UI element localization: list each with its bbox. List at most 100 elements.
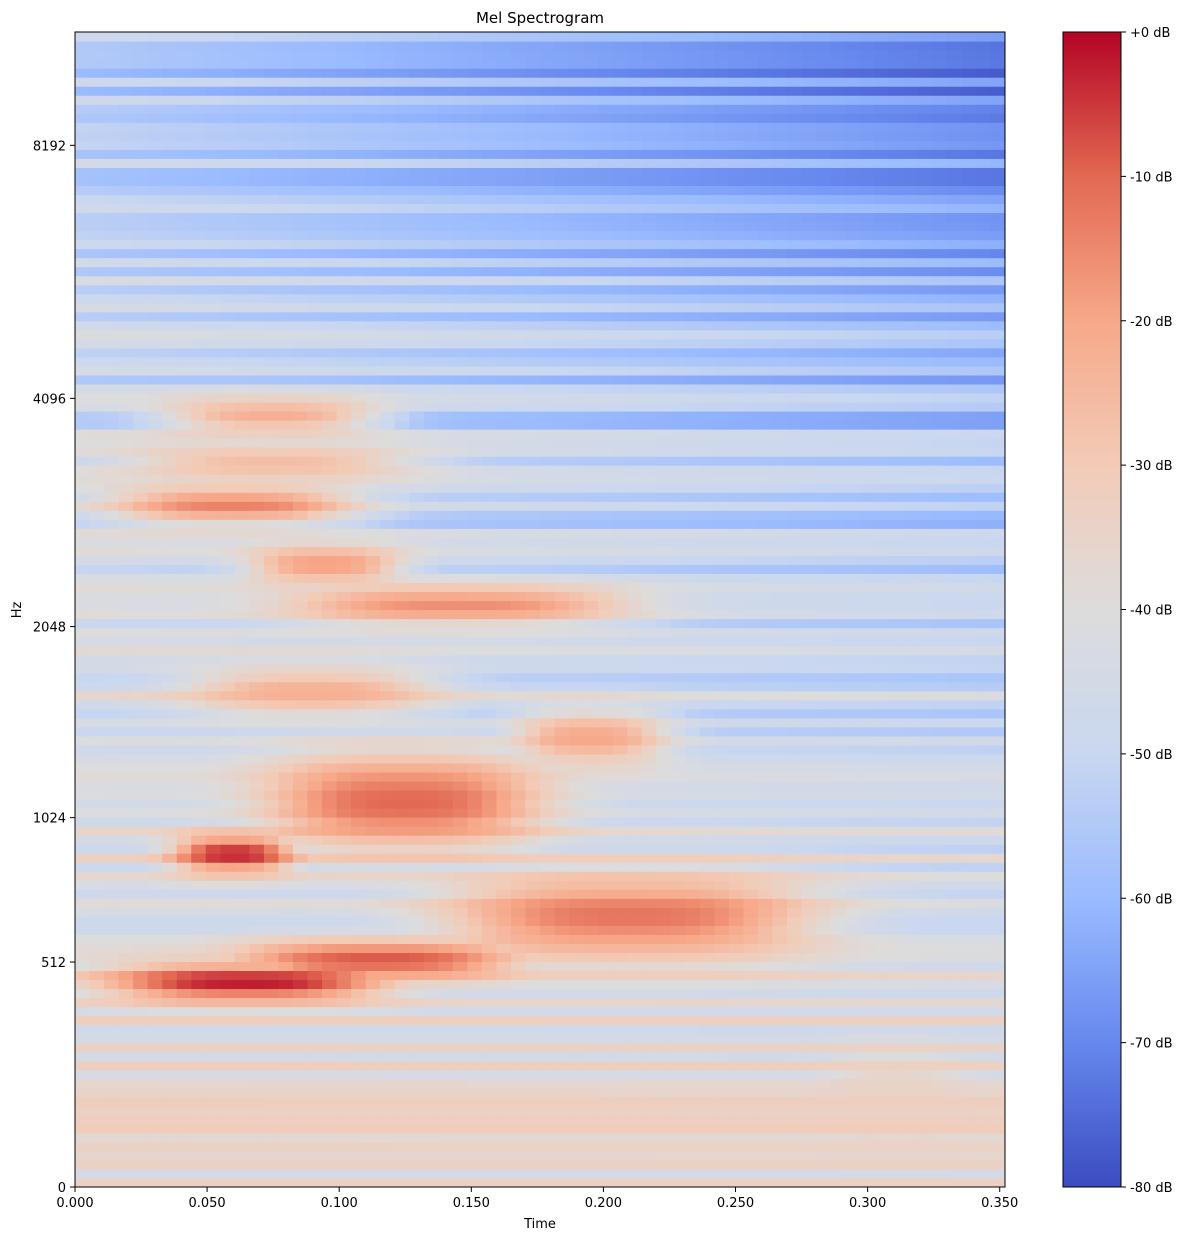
- heatmap-cell: [714, 835, 730, 845]
- heatmap-cell: [583, 1051, 599, 1062]
- heatmap-cell: [133, 871, 149, 881]
- heatmap-cell: [438, 826, 454, 836]
- heatmap-cell: [220, 997, 236, 1008]
- heatmap-cell: [598, 726, 614, 737]
- heatmap-cell: [118, 654, 134, 665]
- heatmap-cell: [728, 1105, 745, 1116]
- heatmap-cell: [627, 862, 643, 872]
- heatmap-cell: [728, 1087, 745, 1098]
- heatmap-cell: [540, 925, 556, 935]
- heatmap-cell: [481, 519, 498, 529]
- heatmap-cell: [714, 1069, 730, 1080]
- heatmap-cell: [423, 1069, 439, 1080]
- heatmap-cell: [627, 645, 643, 656]
- heatmap-cell: [481, 961, 498, 972]
- heatmap-cell: [423, 492, 439, 502]
- heatmap-cell: [830, 483, 846, 493]
- heatmap-cell: [307, 952, 323, 963]
- heatmap-cell: [801, 717, 817, 728]
- heatmap-cell: [147, 1060, 163, 1071]
- heatmap-cell: [743, 1042, 759, 1053]
- heatmap-cell: [307, 1105, 323, 1116]
- heatmap-cell: [627, 952, 643, 963]
- heatmap-cell: [612, 1150, 628, 1161]
- heatmap-cell: [946, 1042, 963, 1053]
- heatmap-cell: [874, 1114, 890, 1125]
- heatmap-cell: [249, 618, 265, 629]
- heatmap-cell: [932, 844, 948, 854]
- heatmap-cell: [162, 1150, 178, 1161]
- heatmap-cell: [932, 546, 948, 556]
- heatmap-cell: [525, 681, 541, 692]
- heatmap-cell: [554, 835, 570, 845]
- heatmap-cell: [569, 853, 585, 863]
- heatmap-cell: [510, 1159, 527, 1170]
- heatmap-cell: [75, 817, 91, 827]
- heatmap-cell: [118, 483, 134, 493]
- heatmap-cell: [554, 636, 570, 647]
- heatmap-cell: [888, 844, 904, 854]
- heatmap-cell: [249, 762, 265, 773]
- heatmap-cell: [525, 690, 541, 701]
- heatmap-cell: [351, 997, 367, 1008]
- heatmap-cell: [859, 952, 875, 963]
- heatmap-cell: [292, 844, 309, 854]
- heatmap-cell: [816, 1159, 832, 1170]
- heatmap-cell: [757, 1051, 774, 1062]
- heatmap-cell: [990, 546, 1005, 556]
- heatmap-cell: [685, 1177, 701, 1187]
- heatmap-cell: [975, 853, 992, 863]
- heatmap-cell: [641, 898, 657, 908]
- heatmap-cell: [234, 789, 250, 800]
- heatmap-cell: [322, 690, 338, 701]
- heatmap-cell: [496, 880, 512, 890]
- heatmap-cell: [162, 1006, 178, 1017]
- heatmap-cell: [656, 1114, 672, 1125]
- heatmap-cell: [656, 1132, 672, 1143]
- heatmap-cell: [162, 826, 178, 836]
- heatmap-cell: [917, 582, 933, 593]
- heatmap-cell: [743, 528, 759, 538]
- heatmap-cell: [874, 835, 890, 845]
- heatmap-cell: [351, 817, 367, 827]
- heatmap-cell: [903, 717, 919, 728]
- heatmap-cell: [946, 501, 963, 511]
- heatmap-cell: [191, 880, 207, 890]
- heatmap-cell: [554, 600, 570, 611]
- heatmap-cell: [845, 1168, 861, 1179]
- heatmap-cell: [816, 753, 832, 764]
- heatmap-cell: [975, 780, 992, 791]
- heatmap-cell: [510, 916, 527, 926]
- heatmap-cell: [816, 789, 832, 800]
- heatmap-cell: [961, 492, 977, 502]
- heatmap-cell: [481, 636, 498, 647]
- heatmap-cell: [757, 618, 774, 629]
- heatmap-cell: [670, 1042, 686, 1053]
- heatmap-cell: [946, 1006, 963, 1017]
- heatmap-cell: [772, 654, 788, 665]
- heatmap-cell: [830, 672, 846, 683]
- heatmap-cell: [380, 744, 396, 755]
- heatmap-cell: [496, 519, 512, 529]
- heatmap-cell: [714, 934, 730, 944]
- heatmap-cell: [292, 672, 309, 683]
- heatmap-cell: [540, 988, 556, 999]
- heatmap-cell: [380, 591, 396, 602]
- heatmap-cell: [351, 735, 367, 746]
- heatmap-cell: [481, 573, 498, 584]
- heatmap-cell: [627, 771, 643, 782]
- heatmap-cell: [540, 654, 556, 665]
- heatmap-cell: [670, 952, 686, 963]
- heatmap-cell: [946, 1015, 963, 1026]
- heatmap-cell: [728, 726, 745, 737]
- heatmap-cell: [540, 826, 556, 836]
- heatmap-cell: [874, 609, 890, 620]
- heatmap-cell: [452, 1015, 468, 1026]
- heatmap-cell: [220, 483, 236, 493]
- heatmap-cell: [917, 1150, 933, 1161]
- heatmap-cell: [351, 1051, 367, 1062]
- heatmap-cell: [757, 789, 774, 800]
- heatmap-cell: [278, 1123, 294, 1134]
- heatmap-cell: [975, 934, 992, 944]
- heatmap-cell: [975, 564, 992, 574]
